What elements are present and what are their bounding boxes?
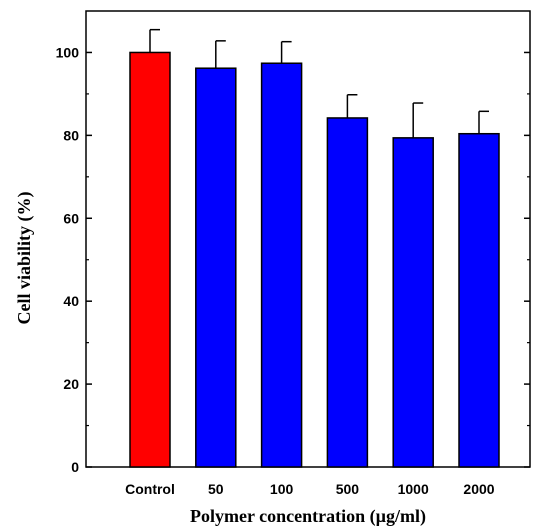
y-axis-title: Cell viability (%) [14, 192, 35, 325]
bar-1000 [392, 137, 434, 468]
x-tick-label-2000: 2000 [463, 481, 494, 497]
plot-area [85, 10, 531, 468]
plot-frame [85, 10, 531, 468]
y-tick-label-40: 40 [63, 293, 79, 309]
error-bars-group [149, 28, 489, 138]
y-tick-label-0: 0 [71, 459, 79, 475]
y-tick-label-100: 100 [56, 44, 80, 60]
axes-group: Control 50 100 500 1000 2000 0 20 40 60 80 100 [56, 44, 530, 497]
bar-2000 [458, 132, 500, 468]
x-tick-label-100: 100 [270, 481, 294, 497]
y-tick-label-60: 60 [63, 210, 79, 226]
bars-group [129, 51, 500, 468]
bar-500 [326, 117, 369, 468]
bar-control [129, 51, 171, 468]
x-tick-label-1000: 1000 [398, 481, 429, 497]
x-tick-label-500: 500 [336, 481, 360, 497]
x-tick-label-control: Control [125, 481, 175, 497]
x-tick-label-50: 50 [208, 481, 224, 497]
y-tick-label-20: 20 [63, 376, 79, 392]
x-axis-title: Polymer concentration (µg/ml) [190, 506, 426, 527]
bar-100 [260, 62, 303, 468]
y-tick-label-80: 80 [63, 127, 79, 143]
bar-50 [195, 67, 237, 468]
